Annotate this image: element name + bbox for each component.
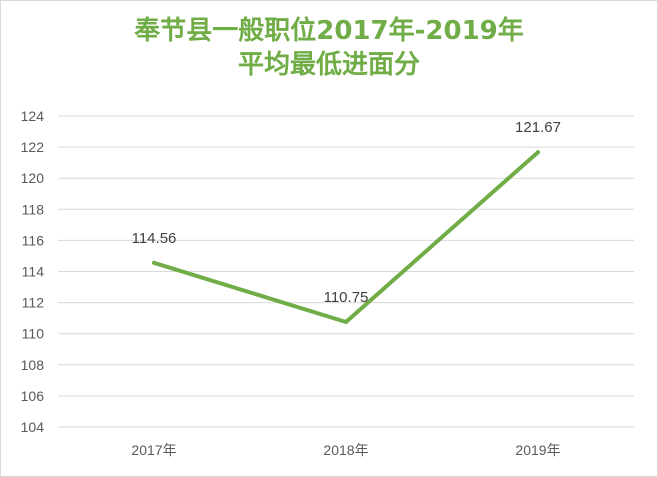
gridlines <box>58 115 634 428</box>
data-label-2: 121.67 <box>515 119 561 136</box>
y-tick-label-112: 112 <box>22 295 45 311</box>
chart-title-line-2: 平均最低进面分 <box>237 50 420 80</box>
data-point-2 <box>536 150 540 155</box>
chart-title: 奉节县一般职位2017年-2019年 平均最低进面分 <box>0 14 658 82</box>
series-layer <box>152 150 540 325</box>
x-axis-category-labels: 2017年 2018年 2019年 <box>131 442 560 458</box>
data-point-0 <box>152 260 156 265</box>
y-tick-label-106: 106 <box>21 388 45 404</box>
y-tick-label-114: 114 <box>22 264 45 280</box>
data-labels: 114.56 110.75 121.67 <box>132 119 561 306</box>
y-tick-label-120: 120 <box>21 170 45 186</box>
x-category-label-0: 2017年 <box>131 442 176 458</box>
y-tick-label-108: 108 <box>21 357 45 373</box>
x-category-label-2: 2019年 <box>515 442 560 458</box>
y-tick-label-124: 124 <box>21 108 45 124</box>
y-tick-label-116: 116 <box>22 232 45 248</box>
y-tick-label-118: 118 <box>22 201 45 217</box>
y-tick-label-122: 122 <box>21 139 45 155</box>
x-category-label-1: 2018年 <box>323 442 368 458</box>
chart-title-line-1: 奉节县一般职位2017年-2019年 <box>134 16 524 46</box>
data-label-0: 114.56 <box>132 230 177 247</box>
y-tick-label-104: 104 <box>21 419 45 435</box>
y-axis-tick-labels: 104 106 108 110 112 114 116 118 120 122 124 <box>21 108 45 435</box>
data-point-1 <box>344 320 348 325</box>
y-tick-label-110: 110 <box>22 326 45 342</box>
data-label-1: 110.75 <box>324 289 369 306</box>
